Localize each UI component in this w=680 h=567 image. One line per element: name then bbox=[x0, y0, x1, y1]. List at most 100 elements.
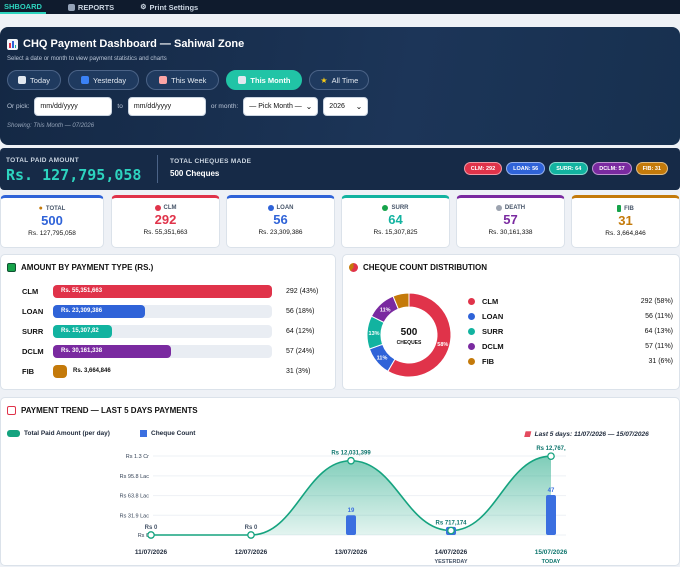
x-tick-label: 14/07/2026 bbox=[435, 549, 468, 556]
amount-point bbox=[547, 452, 555, 461]
date-from-input[interactable]: mm/dd/yyyy bbox=[34, 97, 113, 116]
status-badge: SURR: 64 bbox=[549, 162, 589, 175]
count-bar bbox=[346, 515, 356, 535]
card-death: DEATH 57 Rs. 30,161,338 bbox=[456, 195, 565, 248]
x-tick-label: 13/07/2026 bbox=[335, 549, 368, 556]
page-subtitle: Select a date or month to view payment s… bbox=[7, 56, 167, 62]
amount-point bbox=[247, 531, 255, 539]
tab-dashboard[interactable]: SHBOARD bbox=[0, 0, 46, 14]
medal-icon: ● bbox=[38, 205, 43, 212]
x-sub-label: TODAY bbox=[542, 559, 561, 565]
x-tick-label: 11/07/2026 bbox=[135, 549, 168, 556]
legend-dot bbox=[468, 357, 475, 365]
count-label: 47 bbox=[548, 488, 555, 494]
legend-label: FIB bbox=[482, 356, 495, 366]
total-cheques-value: 500 Cheques bbox=[170, 169, 220, 178]
calendar-icon: ▦ bbox=[524, 431, 531, 438]
amount-label: Rs 12,031,399 bbox=[331, 451, 371, 457]
calendar-icon bbox=[159, 76, 168, 84]
legend-value: 292 (58%) bbox=[640, 297, 673, 305]
bar-track: Rs. 23,309,386 bbox=[53, 304, 272, 318]
bar-row-fib: FIB Rs. 3,664,846 31 (3%) bbox=[22, 364, 311, 378]
status-badge: DCLM: 57 bbox=[592, 162, 632, 175]
bar-fill: Rs. 55,351,663 bbox=[53, 284, 272, 298]
bar-track: Rs. 15,307,82 bbox=[53, 324, 272, 338]
filter-today-button[interactable]: Today bbox=[7, 70, 62, 90]
bar-fill bbox=[53, 364, 68, 378]
bar-row-clm: CLM Rs. 55,351,663 292 (43%) bbox=[22, 284, 319, 298]
month-select[interactable]: — Pick Month — ⌄ bbox=[243, 97, 319, 116]
date-range-text: ▦ Last 5 days: 11/07/2026 — 15/07/2026 bbox=[524, 430, 649, 439]
date-to-input[interactable]: mm/dd/yyyy bbox=[127, 97, 206, 116]
card-loan: LOAN 56 Rs. 23,309,386 bbox=[226, 195, 335, 248]
quick-filters: Today Yesterday This Week This Month ★ Al… bbox=[7, 70, 370, 90]
panel-title: AMOUNT BY PAYMENT TYPE (RS.) bbox=[7, 263, 153, 272]
tab-print-settings[interactable]: ⚙ Print Settings bbox=[140, 2, 199, 12]
legend-swatch bbox=[7, 430, 20, 437]
star-icon: ★ bbox=[320, 75, 328, 85]
amount-label: Rs 0 bbox=[145, 525, 158, 531]
slice-label: 11% bbox=[377, 355, 388, 361]
reports-icon bbox=[67, 3, 75, 11]
amount-label: Rs 12,767, bbox=[536, 446, 566, 452]
card-fib: FIB 31 Rs. 3,664,846 bbox=[571, 195, 680, 248]
card-clm: CLM 292 Rs. 55,351,663 bbox=[111, 195, 220, 248]
bar-fill: Rs. 30,161,338 bbox=[53, 344, 172, 358]
donut-center-label: CHEQUES bbox=[397, 340, 422, 346]
panel-title: PAYMENT TREND — LAST 5 DAYS PAYMENTS bbox=[7, 406, 198, 415]
showing-text: Showing: This Month — 07/2026 bbox=[7, 123, 95, 129]
amount-line bbox=[150, 455, 552, 536]
legend-item: FIB 31 (6%) bbox=[468, 354, 673, 368]
chart-icon bbox=[7, 38, 18, 50]
amount-by-type-panel: AMOUNT BY PAYMENT TYPE (RS.) CLM Rs. 55,… bbox=[0, 254, 336, 390]
year-select[interactable]: 2026 ⌄ bbox=[323, 97, 369, 116]
bar-row-loan: LOAN Rs. 23,309,386 56 (18%) bbox=[22, 304, 315, 318]
donut-chart: 58% 11% 13% 11% 500 CHEQUES bbox=[366, 292, 452, 378]
filter-this-month-button[interactable]: This Month bbox=[226, 70, 303, 90]
bottle-icon bbox=[617, 205, 622, 212]
legend-item: CLM 292 (58%) bbox=[468, 294, 673, 308]
legend-dot bbox=[468, 342, 475, 350]
filter-yesterday-button[interactable]: Yesterday bbox=[68, 70, 140, 90]
amount-point bbox=[347, 456, 355, 465]
x-tick-label: 12/07/2026 bbox=[235, 549, 268, 556]
trend-chart-icon bbox=[7, 406, 16, 415]
donut-slice-fib bbox=[392, 292, 410, 310]
legend-label: CLM bbox=[482, 296, 499, 306]
stat-cards: ● TOTAL 500 Rs. 127,795,058 CLM 292 Rs. 5… bbox=[0, 195, 680, 248]
date-pick-row: Or pick: mm/dd/yyyy to mm/dd/yyyy or mon… bbox=[7, 97, 369, 116]
legend-dot bbox=[468, 297, 475, 305]
bar-fill: Rs. 23,309,386 bbox=[53, 304, 145, 318]
total-cheques-block: TOTAL CHEQUES MADE 500 Cheques bbox=[170, 158, 252, 178]
gear-icon: ⚙ bbox=[140, 4, 147, 11]
legend-dot bbox=[468, 312, 475, 320]
calendar-icon bbox=[18, 76, 26, 84]
x-sub-label: YESTERDAY bbox=[434, 559, 467, 565]
legend-value: 64 (13%) bbox=[644, 327, 673, 335]
slice-label: 58% bbox=[437, 342, 448, 348]
legend-count: Cheque Count bbox=[140, 430, 195, 437]
y-tick-label: Rs 63.8 Lac bbox=[120, 494, 150, 500]
donut-slice-clm bbox=[387, 292, 452, 378]
x-tick-label: 15/07/2026 bbox=[535, 549, 568, 556]
trend-chart: Rs 0 Rs 31.9 Lac Rs 63.8 Lac Rs 95.8 Lac Rs … bbox=[120, 446, 568, 565]
amount-point bbox=[447, 526, 455, 535]
legend-item: LOAN 56 (11%) bbox=[468, 309, 673, 323]
panel-title: CHEQUE COUNT DISTRIBUTION bbox=[349, 263, 487, 272]
card-total: ● TOTAL 500 Rs. 127,795,058 bbox=[0, 195, 104, 248]
tab-reports[interactable]: REPORTS bbox=[64, 0, 118, 14]
filter-this-week-button[interactable]: This Week bbox=[146, 70, 220, 90]
bar-track: Rs. 3,664,846 bbox=[53, 364, 272, 378]
count-label: 19 bbox=[348, 508, 355, 514]
y-tick-label: Rs 1.3 Cr bbox=[126, 454, 149, 460]
green-dot-icon bbox=[382, 205, 389, 211]
amount-point bbox=[147, 531, 155, 539]
total-paid-value: Rs. 127,795,058 bbox=[6, 166, 142, 184]
amount-label: Rs 0 bbox=[245, 525, 258, 531]
filter-all-time-button[interactable]: ★ All Time bbox=[309, 70, 370, 90]
y-tick-label: Rs 0 bbox=[138, 533, 149, 539]
amount-label: Rs 717,174 bbox=[435, 521, 467, 527]
bar-fill: Rs. 15,307,82 bbox=[53, 324, 113, 338]
slice-label: 13% bbox=[369, 331, 380, 337]
bar-row-dclm: DCLM Rs. 30,161,338 57 (24%) bbox=[22, 344, 315, 358]
